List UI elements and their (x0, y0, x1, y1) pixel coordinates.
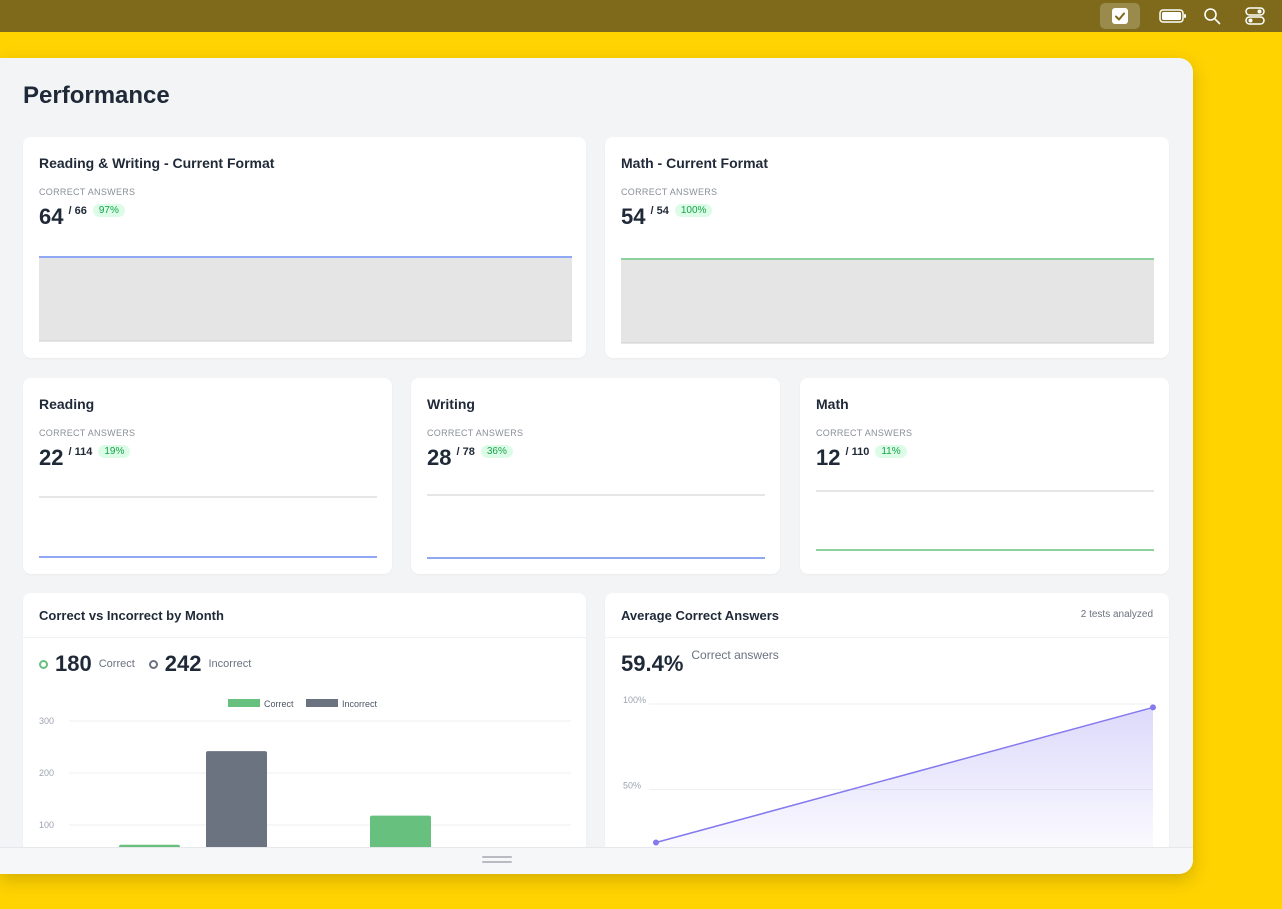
correct-total: 180 (55, 651, 92, 676)
card-math[interactable]: Math CORRECT ANSWERS 12 / 110 11% (800, 378, 1169, 574)
bar-chart: 300 200 100 Correct Incorrect (39, 699, 571, 853)
stat: 22 / 114 19% (39, 444, 131, 472)
menu-bar (0, 0, 1282, 32)
stat: 64 / 66 97% (39, 203, 125, 231)
bottom-bar (0, 847, 1193, 874)
correct-count: 22 (39, 445, 64, 470)
percent-badge: 11% (875, 445, 907, 458)
card-title: Math (816, 396, 849, 412)
card-subtitle: CORRECT ANSWERS (39, 428, 136, 438)
app-window: Performance Reading & Writing - Current … (0, 58, 1193, 874)
y-tick-label: 100% (623, 695, 646, 705)
card-title: Writing (427, 396, 475, 412)
battery-icon[interactable] (1158, 0, 1188, 32)
percent-badge: 19% (98, 445, 131, 458)
search-icon[interactable] (1200, 0, 1224, 32)
legend-swatch (228, 699, 260, 707)
legend-label: Correct (264, 699, 294, 709)
card-subtitle: CORRECT ANSWERS (427, 428, 524, 438)
area-chart: 100% 50% (623, 695, 1156, 853)
total-count: / 78 (456, 446, 475, 458)
page-title: Performance (23, 82, 170, 109)
y-tick-label: 300 (39, 716, 54, 726)
sparkline-chart (816, 490, 1154, 551)
card-title: Reading (39, 396, 95, 412)
percent-badge: 100% (674, 204, 713, 217)
y-tick-label: 100 (39, 820, 54, 830)
incorrect-dot-icon (148, 659, 158, 669)
card-reading-writing[interactable]: Reading & Writing - Current Format CORRE… (23, 137, 586, 358)
correct-count: 64 (39, 204, 64, 229)
checkbox-icon[interactable] (1100, 0, 1140, 32)
summary-row: 180 Correct 242 Incorrect (39, 651, 251, 677)
legend-swatch (306, 699, 338, 707)
percent-badge: 97% (92, 204, 125, 217)
series-line (655, 706, 1154, 844)
total-count: / 110 (845, 446, 870, 458)
resize-handle-icon[interactable] (482, 856, 512, 864)
bar-incorrect (206, 751, 267, 853)
legend-label: Incorrect (342, 699, 378, 709)
total-count: / 114 (68, 446, 93, 458)
average-label: Correct answers (691, 648, 779, 662)
total-count: / 66 (68, 205, 87, 217)
correct-dot-icon (39, 659, 48, 669)
divider (23, 637, 586, 638)
percent-badge: 36% (480, 445, 513, 458)
incorrect-label: Incorrect (208, 658, 252, 670)
correct-count: 28 (427, 445, 452, 470)
card-subtitle: CORRECT ANSWERS (816, 428, 913, 438)
correct-label: Correct (98, 658, 135, 670)
stat: 28 / 78 36% (427, 444, 513, 472)
stat: 12 / 110 11% (816, 444, 907, 472)
incorrect-total: 242 (164, 651, 202, 676)
total-count: / 54 (650, 205, 669, 217)
sparkline-chart (427, 494, 765, 559)
control-center-icon[interactable] (1242, 0, 1268, 32)
card-title: Math - Current Format (621, 155, 768, 171)
card-math-current[interactable]: Math - Current Format CORRECT ANSWERS 54… (605, 137, 1169, 358)
divider (605, 637, 1169, 638)
chart-title: Correct vs Incorrect by Month (39, 608, 224, 623)
sparkline-chart (39, 496, 377, 558)
data-point (1150, 704, 1156, 711)
correct-count: 54 (621, 204, 646, 229)
card-subtitle: CORRECT ANSWERS (621, 187, 718, 197)
sparkline-chart (621, 258, 1154, 344)
chart-title: Average Correct Answers (621, 608, 779, 623)
data-point (653, 839, 659, 846)
correct-count: 12 (816, 445, 841, 470)
card-average-correct: Average Correct Answers 2 tests analyzed… (605, 593, 1169, 853)
area-fill (656, 707, 1153, 853)
y-tick-label: 200 (39, 768, 54, 778)
sparkline-chart (39, 256, 572, 342)
card-writing[interactable]: Writing CORRECT ANSWERS 28 / 78 36% (411, 378, 780, 574)
card-reading[interactable]: Reading CORRECT ANSWERS 22 / 114 19% (23, 378, 392, 574)
card-subtitle: CORRECT ANSWERS (39, 187, 136, 197)
tests-analyzed: 2 tests analyzed (1080, 609, 1153, 620)
y-tick-label: 50% (623, 781, 641, 791)
card-title: Reading & Writing - Current Format (39, 155, 275, 171)
summary-row: 59.4% Correct answers (621, 648, 779, 677)
card-correct-vs-incorrect: Correct vs Incorrect by Month 180 Correc… (23, 593, 586, 853)
average-value: 59.4% (621, 651, 684, 676)
bar-correct (370, 815, 431, 853)
stat: 54 / 54 100% (621, 203, 713, 231)
